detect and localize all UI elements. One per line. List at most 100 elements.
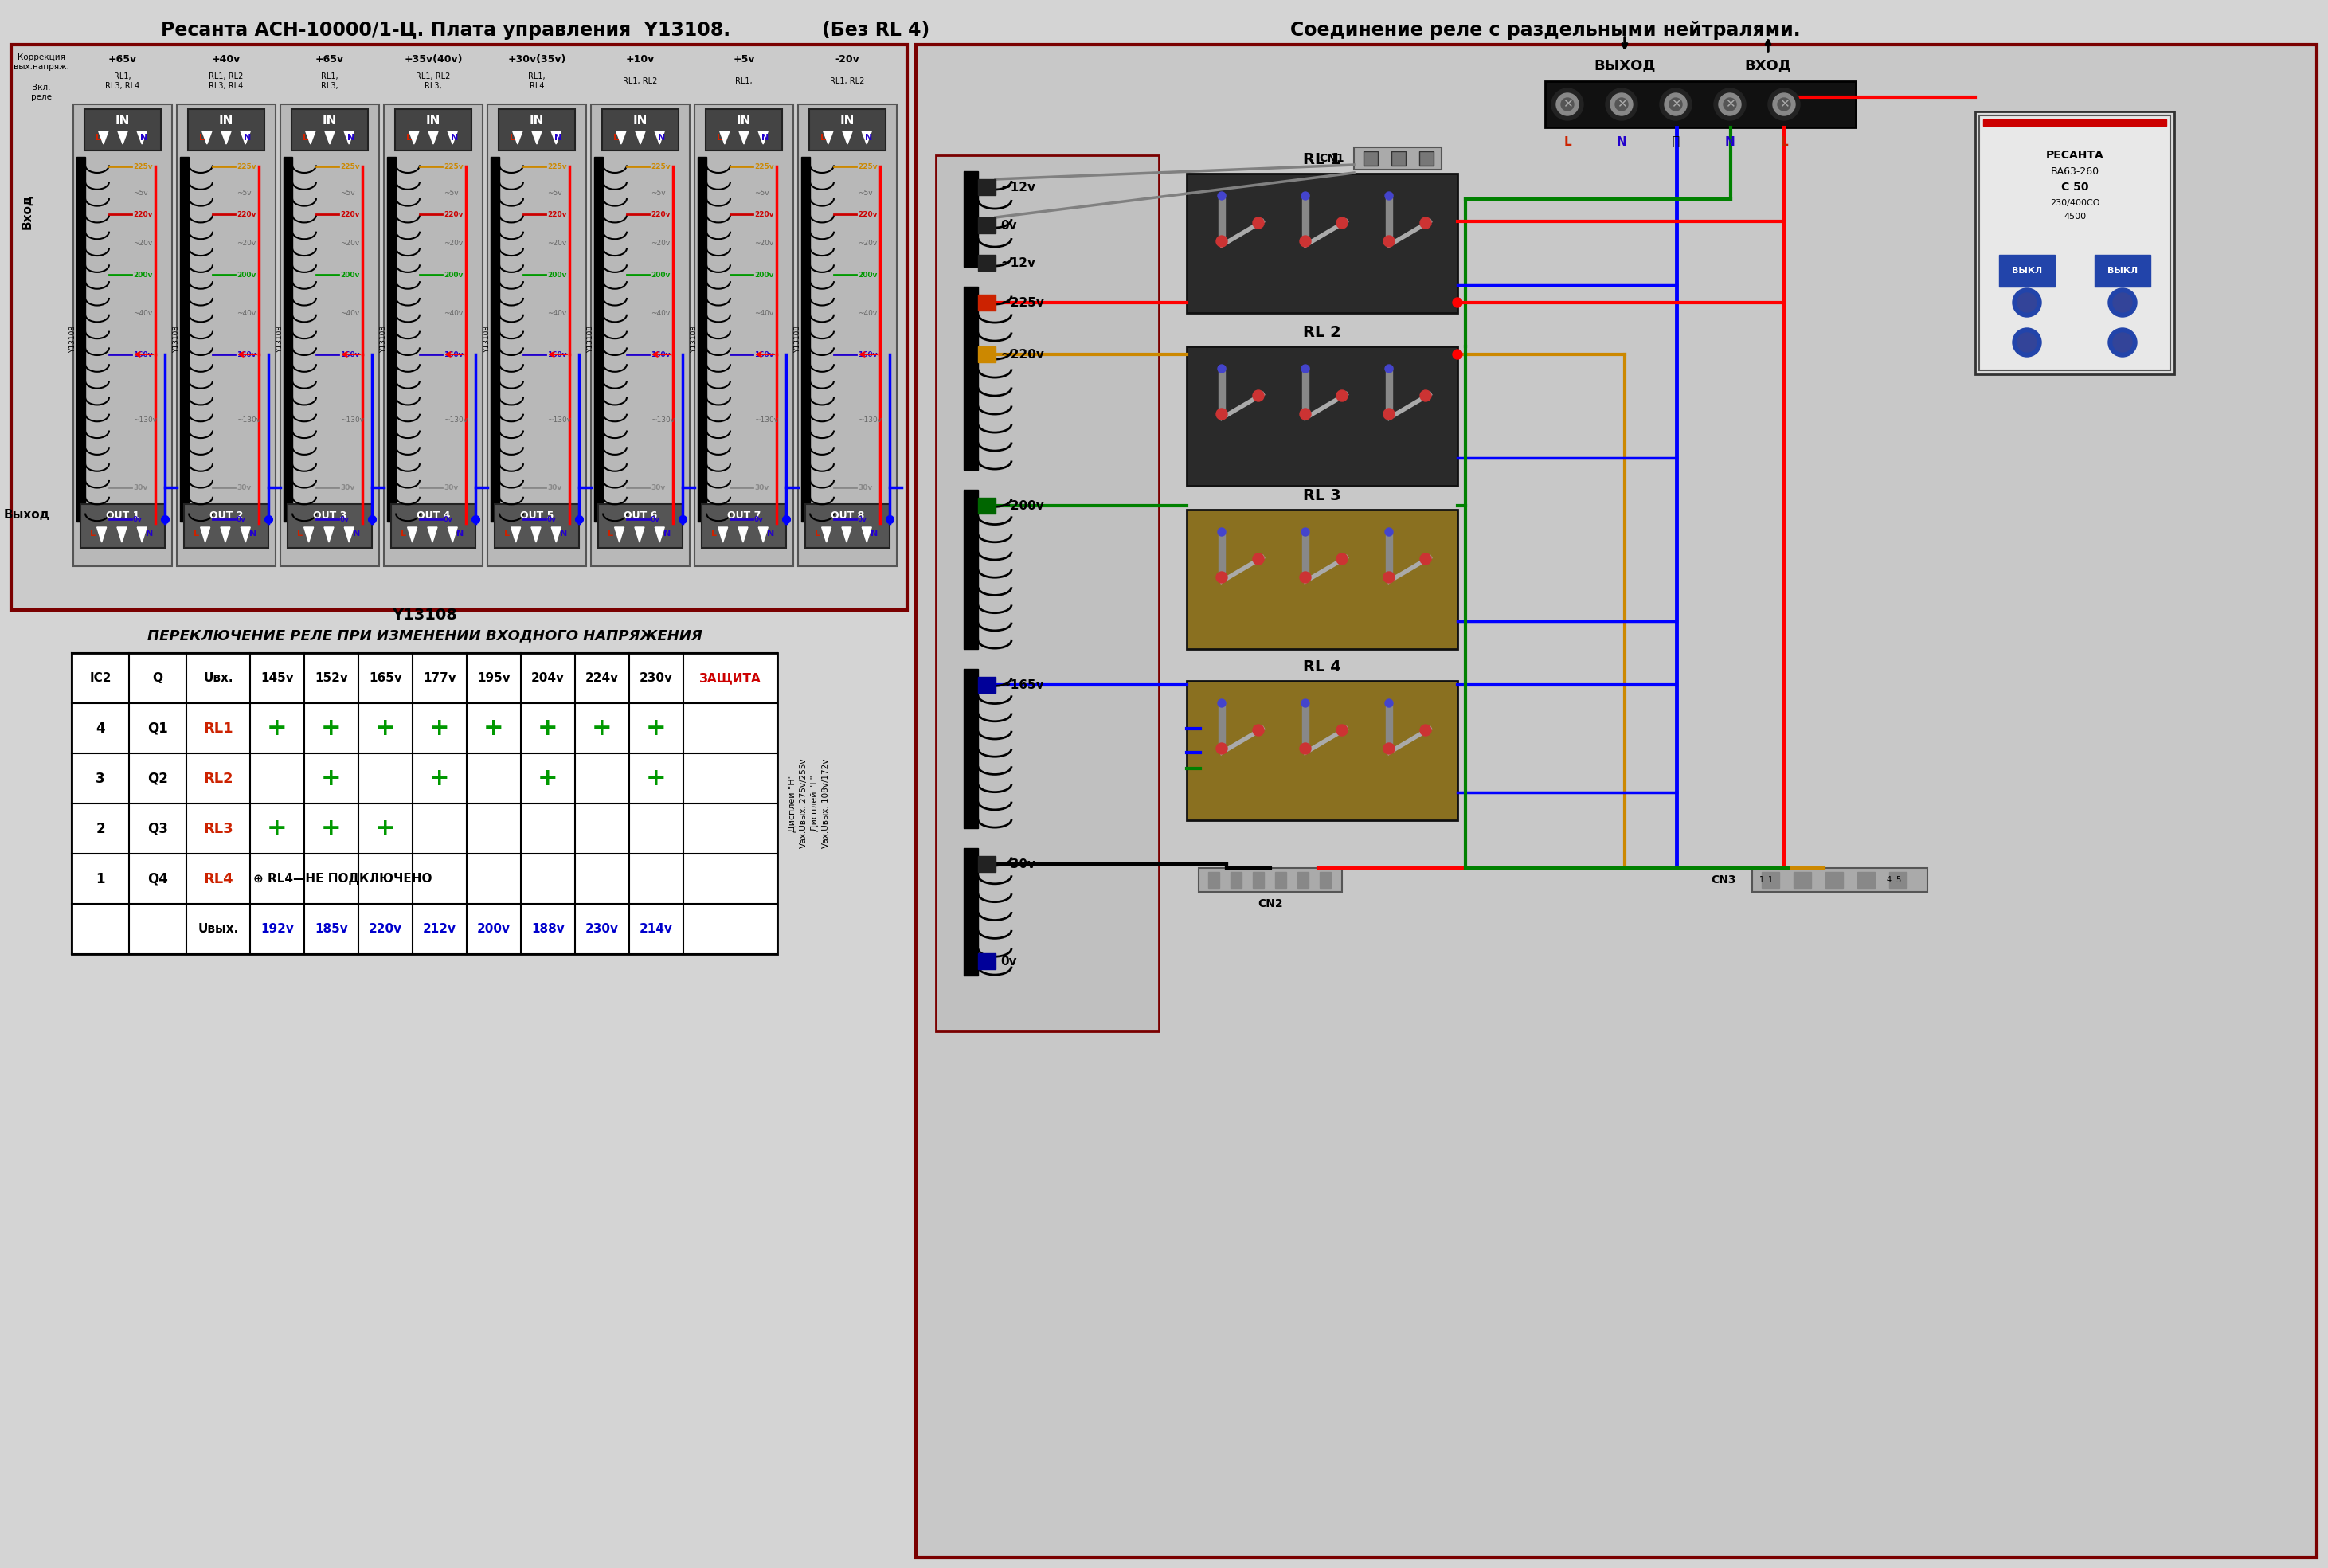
Polygon shape: [861, 132, 871, 144]
Text: +: +: [321, 767, 342, 790]
Circle shape: [1252, 218, 1264, 229]
Text: +5v: +5v: [733, 53, 754, 64]
Text: 200v: 200v: [652, 271, 670, 279]
Text: ~40v: ~40v: [340, 309, 359, 317]
Bar: [703, 503, 787, 547]
Bar: [978, 856, 996, 872]
Circle shape: [1385, 365, 1392, 373]
Bar: [179, 157, 189, 522]
Text: ⏚: ⏚: [1672, 136, 1678, 147]
Text: 0v: 0v: [237, 516, 247, 522]
Text: ~20v: ~20v: [754, 240, 773, 246]
Bar: [1320, 872, 1332, 887]
Bar: [915, 44, 2316, 1557]
Text: +: +: [538, 767, 559, 790]
Polygon shape: [98, 527, 107, 543]
Text: Вход: Вход: [21, 194, 33, 229]
Text: L: L: [193, 530, 198, 538]
Bar: [177, 105, 275, 566]
Text: +: +: [428, 717, 449, 740]
Text: +65v: +65v: [109, 53, 137, 64]
Text: Y13108: Y13108: [379, 326, 386, 353]
Circle shape: [1385, 528, 1392, 536]
Bar: [1301, 530, 1308, 577]
Text: 214v: 214v: [640, 924, 673, 935]
Text: 200v: 200v: [857, 271, 878, 279]
Text: 220v: 220v: [547, 210, 566, 218]
Polygon shape: [552, 132, 561, 144]
Circle shape: [1299, 409, 1311, 420]
Bar: [805, 503, 889, 547]
Text: +: +: [647, 767, 666, 790]
Text: 224v: 224v: [584, 673, 619, 684]
Text: ВА63-260: ВА63-260: [2051, 166, 2100, 176]
Text: L: L: [91, 530, 95, 538]
Bar: [1276, 872, 1287, 887]
Circle shape: [1299, 572, 1311, 583]
Text: ~40v: ~40v: [547, 309, 566, 317]
Text: L: L: [819, 133, 826, 141]
Circle shape: [1718, 93, 1741, 116]
Bar: [1208, 872, 1220, 887]
Text: 2: 2: [95, 822, 105, 836]
Text: ~225v: ~225v: [1001, 296, 1043, 309]
Text: 188v: 188v: [531, 924, 566, 935]
Text: 200v: 200v: [340, 271, 359, 279]
Text: ~130v: ~130v: [857, 416, 882, 423]
Polygon shape: [200, 527, 210, 543]
Bar: [279, 105, 379, 566]
Text: N: N: [1616, 136, 1627, 147]
Text: 0v: 0v: [857, 516, 868, 522]
Text: Uвых.: Uвых.: [198, 924, 240, 935]
Text: 195v: 195v: [477, 673, 510, 684]
Bar: [1983, 119, 2167, 125]
Circle shape: [1420, 724, 1432, 735]
Bar: [936, 155, 1159, 1032]
Text: Q2: Q2: [147, 771, 168, 786]
Bar: [1187, 681, 1457, 820]
Bar: [1355, 147, 1441, 169]
Bar: [1979, 116, 2170, 370]
Circle shape: [1660, 88, 1692, 121]
Text: Y13108: Y13108: [691, 326, 698, 353]
Polygon shape: [240, 527, 251, 543]
Text: ~130v: ~130v: [547, 416, 570, 423]
Text: +: +: [268, 717, 286, 740]
Polygon shape: [116, 527, 126, 543]
Text: OUT 2: OUT 2: [210, 510, 242, 521]
Polygon shape: [345, 132, 354, 144]
Circle shape: [1562, 97, 1574, 111]
Bar: [978, 677, 996, 693]
Circle shape: [1336, 218, 1348, 229]
Text: Q4: Q4: [147, 872, 168, 886]
Circle shape: [1336, 390, 1348, 401]
Circle shape: [1218, 528, 1227, 536]
Polygon shape: [843, 132, 852, 144]
Text: N: N: [140, 133, 149, 141]
Text: IN: IN: [736, 114, 752, 125]
Bar: [1301, 367, 1308, 414]
Bar: [2095, 256, 2151, 287]
Text: N: N: [244, 133, 251, 141]
Text: 192v: 192v: [261, 924, 293, 935]
Circle shape: [1383, 743, 1394, 754]
Text: ~200v: ~200v: [1001, 500, 1043, 511]
Bar: [598, 503, 682, 547]
Text: N: N: [761, 133, 768, 141]
Bar: [1385, 701, 1392, 748]
Text: L: L: [815, 530, 819, 538]
Text: 160v: 160v: [237, 351, 256, 358]
Text: 1: 1: [95, 872, 105, 886]
Text: IN: IN: [219, 114, 233, 125]
Text: ✕: ✕: [1672, 99, 1681, 110]
Text: ✕: ✕: [1725, 99, 1734, 110]
Text: Ресанта АСН-10000/1-Ц. Плата управления  Y13108.: Ресанта АСН-10000/1-Ц. Плата управления …: [161, 20, 731, 39]
Text: N: N: [354, 530, 361, 538]
Circle shape: [2114, 332, 2132, 351]
Text: 160v: 160v: [340, 351, 359, 358]
Text: +: +: [321, 717, 342, 740]
Polygon shape: [531, 527, 540, 543]
Polygon shape: [738, 527, 747, 543]
Text: RL3: RL3: [203, 822, 233, 836]
Bar: [1392, 151, 1406, 166]
